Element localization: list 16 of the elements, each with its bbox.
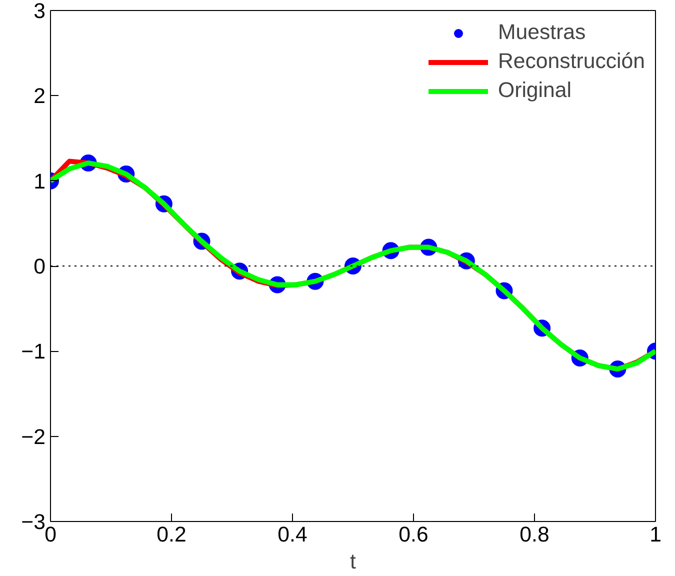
- y-tick-label: 2: [34, 84, 46, 108]
- x-tick-label: 0.8: [520, 522, 550, 546]
- y-tick-label: −2: [21, 424, 46, 449]
- legend-label: Muestras: [498, 20, 586, 45]
- y-tick-label: 1: [34, 169, 46, 194]
- x-axis-title: t: [350, 550, 356, 574]
- x-tick-label: 0.2: [156, 522, 186, 546]
- x-tick-label: 0.6: [398, 522, 428, 546]
- legend-label: Reconstrucción: [498, 49, 645, 74]
- y-tick-label: 0: [34, 254, 46, 278]
- y-tick-label: 3: [34, 0, 46, 23]
- x-tick-label: 0.4: [278, 522, 308, 546]
- y-tick-label: −3: [21, 510, 46, 534]
- legend-label: Original: [498, 78, 572, 103]
- x-tick-label: 1: [650, 522, 662, 546]
- y-tick-label: −1: [21, 340, 46, 364]
